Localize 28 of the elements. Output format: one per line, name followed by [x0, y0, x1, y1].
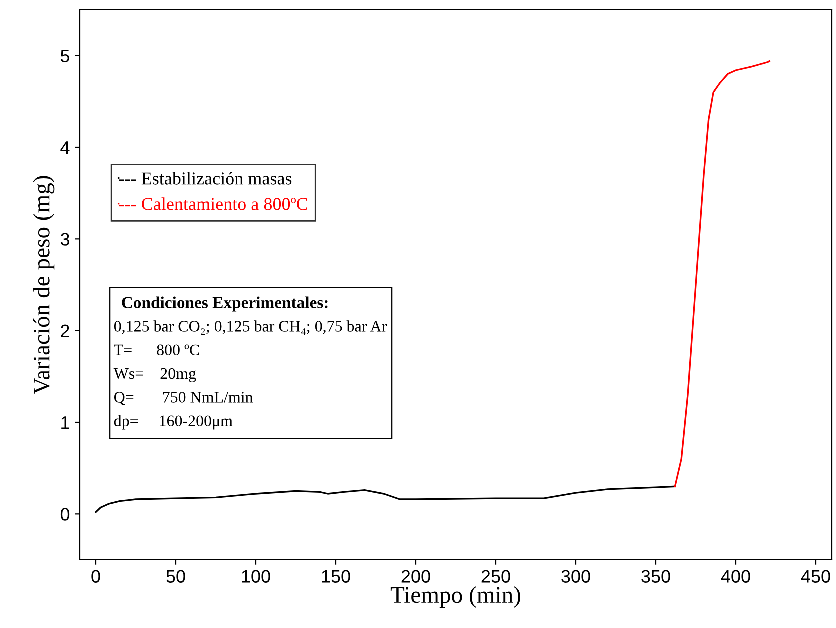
y-tick-label: 5 — [60, 50, 70, 63]
x-tick-label: 400 — [721, 570, 750, 583]
y-tick-label: 3 — [60, 233, 70, 246]
x-tick-label: 150 — [322, 570, 350, 583]
line-series — [95, 486, 676, 514]
y-tick-label: 0 — [60, 508, 70, 521]
legend-label: --- Estabilización masas — [119, 172, 292, 185]
legend-label: --- Calentamiento a 800ºC — [119, 198, 308, 210]
x-tick-label: 300 — [562, 570, 590, 583]
y-axis-title: Variación de peso (mg) — [33, 176, 55, 395]
y-tick-label: 2 — [61, 324, 70, 338]
x-tick-label: 100 — [242, 570, 270, 583]
annotation: 0,125 bar CO₂; 0,125 bar CH₄; 0,75 bar Ar — [114, 320, 388, 335]
x-tick-label: 0 — [92, 570, 100, 583]
annotation: Q= 750 NmL/min — [114, 392, 254, 406]
annotation: Condiciones Experimentales: — [122, 296, 328, 312]
line-series — [674, 60, 770, 488]
annotation: Ws= 20mg — [114, 368, 196, 382]
annotation: T= 800 ºC — [114, 344, 200, 356]
y-tick-label: 1 — [62, 416, 70, 430]
x-tick-label: 50 — [166, 570, 186, 583]
x-tick-label: 350 — [642, 570, 670, 583]
x-axis-title: Tiempo (min) — [390, 586, 520, 608]
x-tick-label: 200 — [402, 570, 430, 583]
annotation: dp= 160-200μm — [114, 415, 233, 430]
x-tick-label: 250 — [482, 570, 510, 583]
y-tick-label: 4 — [60, 142, 70, 154]
x-tick-label: 450 — [801, 570, 830, 583]
